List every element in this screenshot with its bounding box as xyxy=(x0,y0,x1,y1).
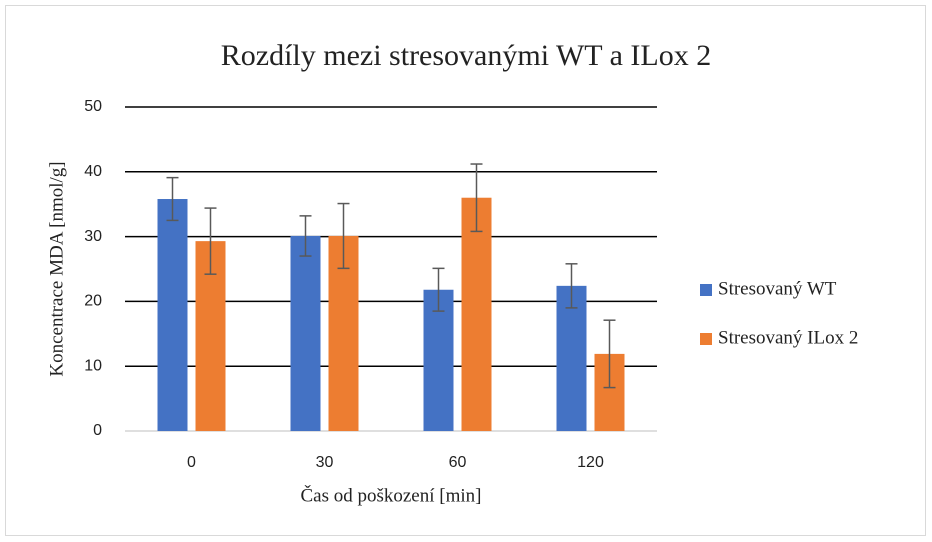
legend-swatch xyxy=(700,333,712,345)
chart-title: Rozdíly mezi stresovanými WT a ILox 2 xyxy=(221,39,711,72)
bar xyxy=(423,289,454,431)
y-tick-label: 10 xyxy=(84,357,102,374)
legend-label: Stresovaný ILox 2 xyxy=(718,327,858,348)
bar xyxy=(290,235,321,431)
bar xyxy=(461,197,492,431)
y-tick-label: 50 xyxy=(84,98,102,115)
error-bar xyxy=(603,319,616,389)
error-bar xyxy=(565,263,578,309)
x-tick-label: 120 xyxy=(577,454,604,471)
x-axis-label: Čas od poškození [min] xyxy=(300,484,481,506)
legend-label: Stresovaný WT xyxy=(718,278,837,299)
error-bar xyxy=(204,207,217,275)
x-tick-label: 0 xyxy=(187,454,196,471)
bar xyxy=(556,285,587,431)
legend-swatch xyxy=(700,284,712,296)
error-bar xyxy=(166,176,179,222)
bar xyxy=(157,199,188,431)
error-bar xyxy=(337,202,350,270)
y-tick-label: 20 xyxy=(84,293,102,310)
y-tick-label: 30 xyxy=(84,228,102,245)
y-axis-label: Koncentrace MDA [nmol/g] xyxy=(46,161,67,376)
error-bar xyxy=(432,267,445,312)
error-bar xyxy=(299,215,312,257)
x-tick-label: 30 xyxy=(316,454,334,471)
x-tick-label: 60 xyxy=(449,454,467,471)
y-tick-label: 0 xyxy=(93,422,102,439)
y-tick-label: 40 xyxy=(84,163,102,180)
error-bar xyxy=(470,163,483,233)
